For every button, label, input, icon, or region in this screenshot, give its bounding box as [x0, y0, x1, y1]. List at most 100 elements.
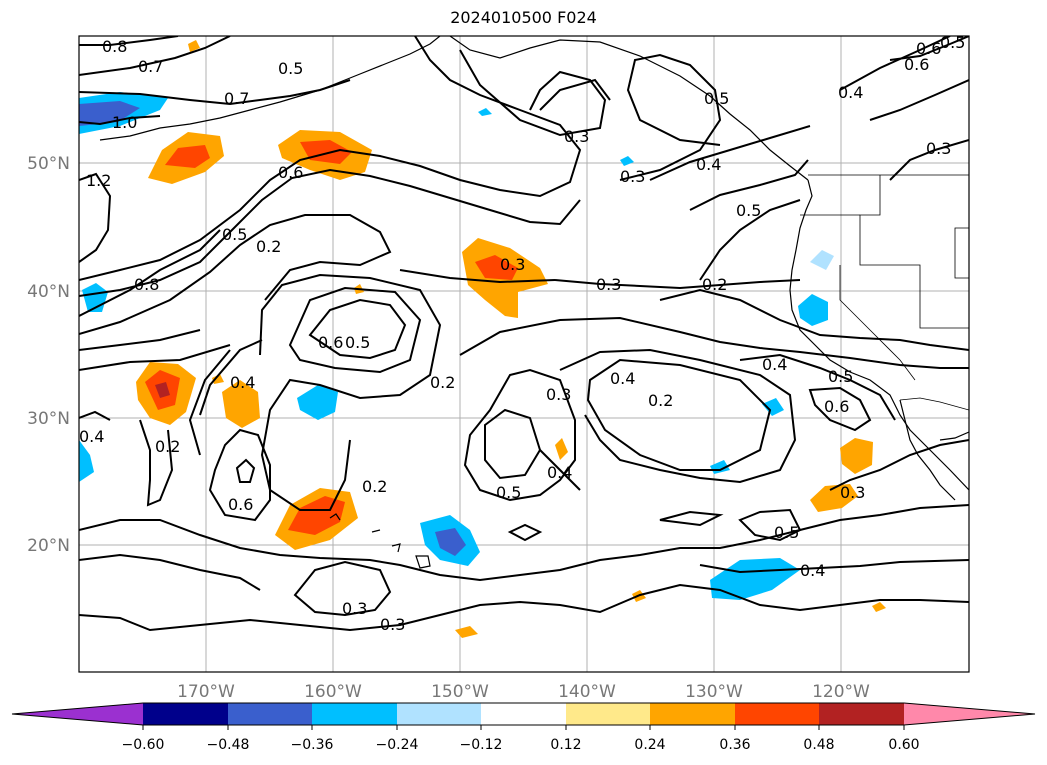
- contour-label: 0.4: [800, 561, 825, 580]
- gridlines: [79, 36, 969, 672]
- contour-0.6-u2: [208, 428, 271, 522]
- contour-label: 0.2: [155, 437, 180, 456]
- contour-0.6-inner: [308, 298, 407, 360]
- pos-patch-160w-22n-core: [288, 496, 345, 535]
- contour-0.3-ne2: [889, 139, 969, 181]
- contour-label: 0.5: [940, 33, 965, 52]
- colorbar-tick-label: −0.12: [460, 737, 503, 753]
- lon-label: 150°W: [431, 682, 489, 702]
- contour-0.6-lower: [199, 339, 263, 416]
- contour-0.6-a: [79, 36, 582, 281]
- contour-0.3-center-n: [459, 49, 607, 137]
- contour-label: 0.5: [828, 367, 853, 386]
- colorbar-segment: [566, 703, 650, 725]
- contour-0.4-east: [659, 288, 969, 351]
- contour-label: 0.2: [256, 237, 281, 256]
- contour-0.2-bottom: [79, 583, 969, 632]
- longitude-labels: 170°W 160°W 150°W 140°W 130°W 120°W: [177, 682, 870, 702]
- colorbar-segment: [397, 703, 481, 725]
- colorbar-ticks: [142, 725, 905, 730]
- pos-patch-122w-25n: [810, 484, 858, 512]
- contour-label: 0.3: [564, 127, 589, 146]
- border-us-mexico: [899, 397, 969, 411]
- pos-patch-172w-33n-inner: [155, 382, 170, 398]
- colorbar-arrow-left: [12, 703, 143, 725]
- coast-aleutians: [99, 36, 441, 141]
- contour-label: 0.5: [345, 333, 370, 352]
- contour-label: 0.3: [380, 615, 405, 634]
- contour-label: 0.8: [134, 275, 159, 294]
- neg-patch-30n-left: [79, 440, 94, 482]
- contour-0.2-left: [139, 419, 174, 507]
- colorbar-tick-label: 0.36: [719, 737, 750, 753]
- contour-label: 0.6: [904, 55, 929, 74]
- contour-1.2: [79, 172, 112, 263]
- contour-0.5-a: [79, 168, 581, 297]
- contour-label: 0.4: [610, 369, 635, 388]
- contour-0.5-ne2: [869, 79, 969, 121]
- lon-label: 130°W: [685, 682, 743, 702]
- colorbar-tick-label: 0.60: [888, 737, 919, 753]
- contour-label: 0.2: [430, 373, 455, 392]
- contour-label: 0.3: [596, 275, 621, 294]
- contour-0.2-nw: [699, 199, 801, 281]
- pos-patch-148w-42n-core: [475, 255, 518, 280]
- neg-patch-mid: [297, 385, 338, 420]
- contour-0.3-south: [829, 439, 969, 491]
- contour-0.5-south: [738, 508, 802, 542]
- coast-alaska-south: [449, 36, 809, 181]
- pos-patch-small-d: [188, 40, 200, 52]
- contour-label: 0.6: [824, 397, 849, 416]
- contour-label: 0.2: [702, 275, 727, 294]
- contour-label: 0.4: [230, 373, 255, 392]
- colorbar-segment: [481, 703, 566, 725]
- contour-labels: 0.8 0.7 0.5 0.7 1.0 1.2 0.6 0.5 0.2 0.8 …: [79, 33, 965, 634]
- contour-0.4-far-left: [79, 410, 111, 421]
- contour-0.8-left: [79, 229, 221, 317]
- coast-baja: [899, 399, 956, 501]
- contour-label: 0.4: [838, 83, 863, 102]
- contour-0.3-40n: [554, 279, 801, 290]
- contour-0.6-east: [808, 386, 872, 432]
- contour-0.7-b: [79, 79, 351, 106]
- contour-label: 0.5: [704, 89, 729, 108]
- contour-0.5-east: [739, 353, 896, 421]
- coast-mainland-mx: [939, 431, 969, 441]
- colorbar-tick-label: −0.24: [376, 737, 419, 753]
- colorbar-segment: [312, 703, 397, 725]
- contour-lines: [79, 36, 969, 632]
- pos-patch-119w-27n: [840, 438, 873, 474]
- neg-patch-sw: [710, 558, 800, 600]
- contour-0.3-east: [559, 348, 797, 484]
- contour-label: 0.5: [222, 225, 247, 244]
- pos-patch-small-c: [872, 602, 886, 612]
- colorbar-tick-label: −0.36: [291, 737, 334, 753]
- lon-label: 120°W: [812, 682, 870, 702]
- lat-label: 50°N: [27, 154, 70, 174]
- colorbar-segment: [143, 703, 228, 725]
- neg-patch-hawaii-core: [435, 528, 466, 556]
- hawaii-islands: [329, 513, 431, 569]
- contour-label: 0.4: [696, 155, 721, 174]
- contour-label: 0.3: [546, 385, 571, 404]
- colorbar-arrow-right: [904, 703, 1035, 725]
- colorbar-tick-label: 0.24: [634, 737, 665, 753]
- neg-patch-small1: [762, 398, 784, 416]
- contour-label: 0.5: [278, 59, 303, 78]
- contour-label: 0.6: [278, 163, 303, 182]
- lat-label: 20°N: [27, 536, 70, 556]
- contour-label: 0.2: [648, 391, 673, 410]
- contour-0.8-top: [79, 36, 179, 46]
- contour-label: 1.2: [86, 171, 111, 190]
- contour-bottom-a: [79, 504, 969, 582]
- neg-patch-nw-core: [79, 101, 140, 126]
- contour-0.4-sw: [539, 449, 581, 491]
- contour-0.2-right: [586, 358, 772, 471]
- map-area: 0.8 0.7 0.5 0.7 1.0 1.2 0.6 0.5 0.2 0.8 …: [79, 33, 969, 672]
- pos-patch-160w-52n-core: [300, 140, 352, 164]
- colorbar-segment: [819, 703, 904, 725]
- neg-patch-small3: [478, 108, 492, 116]
- contour-label: 0.6: [228, 495, 253, 514]
- contour-small-2: [659, 510, 724, 527]
- latitude-labels: 50°N 40°N 30°N 20°N: [27, 154, 70, 556]
